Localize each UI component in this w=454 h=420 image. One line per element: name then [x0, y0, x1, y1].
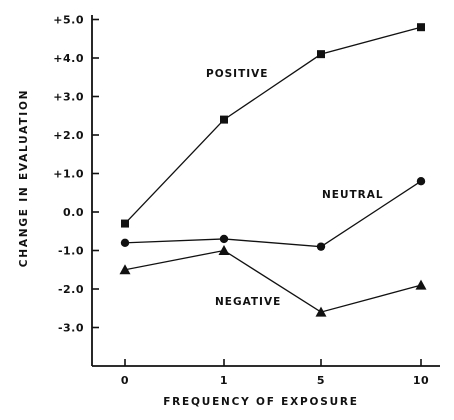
positive-point [317, 50, 325, 59]
series-label-negative: NEGATIVE [215, 296, 281, 308]
series-line-positive [124, 26, 422, 224]
neutral-point [219, 234, 229, 244]
y-tick-label: -1.0 [58, 245, 84, 258]
x-axis-title: FREQUENCY OF EXPOSURE [163, 396, 359, 408]
neutral-point [316, 242, 326, 251]
positive-point [121, 219, 129, 228]
series-line-neutral [124, 180, 422, 248]
x-tick-label: 0 [121, 374, 129, 387]
y-tick-label: +3.0 [53, 91, 84, 104]
series-label-neutral: NEUTRAL [322, 189, 384, 201]
x-tick-label: 5 [317, 374, 325, 387]
positive-point [417, 23, 425, 32]
positive-point [220, 115, 228, 124]
series-line-negative [124, 249, 422, 313]
y-axis-title: CHANGE IN EVALUATION [18, 89, 30, 268]
series-lines [124, 26, 422, 313]
negative-point [218, 245, 230, 255]
y-tick-label: +4.0 [53, 52, 84, 65]
y-tick-label: -3.0 [58, 322, 84, 335]
y-tick-label: +1.0 [53, 168, 84, 181]
y-axis-ticks: +5.0 +4.0 +3.0 +2.0 +1.0 0.0 -1.0 -2.0 -3.0 [53, 14, 99, 335]
x-axis-ticks: 0 1 5 10 [121, 359, 429, 387]
y-tick-label: +2.0 [53, 129, 84, 142]
series-labels: POSITIVE NEUTRAL NEGATIVE [206, 68, 384, 308]
negative-point [119, 264, 131, 275]
neutral-point [416, 177, 426, 186]
y-tick-label: -2.0 [58, 283, 84, 296]
y-tick-label: 0.0 [63, 206, 84, 219]
x-tick-label: 1 [220, 374, 228, 387]
chart-axes [91, 15, 440, 367]
y-tick-label: +5.0 [53, 14, 84, 27]
series-label-positive: POSITIVE [206, 68, 268, 80]
x-tick-label: 10 [413, 374, 429, 387]
series-markers [119, 23, 427, 317]
negative-point [415, 279, 427, 290]
negative-point [315, 306, 327, 317]
neutral-point [120, 238, 130, 247]
